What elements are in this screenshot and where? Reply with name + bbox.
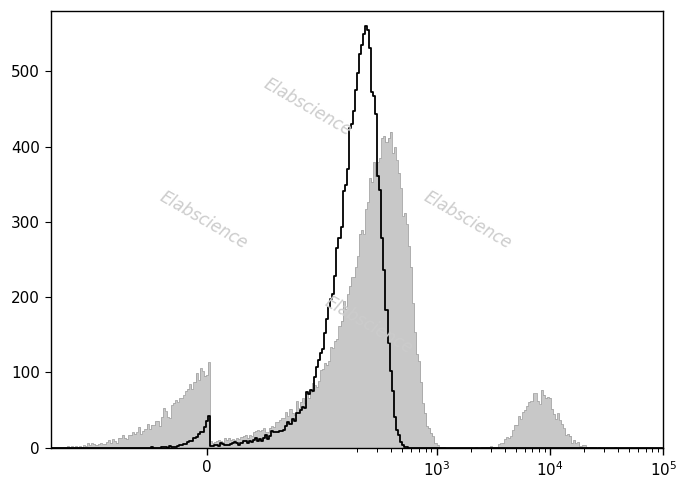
Text: Elabscience: Elabscience [261, 75, 355, 140]
Text: Elabscience: Elabscience [157, 188, 251, 253]
Text: Elabscience: Elabscience [420, 188, 514, 253]
Text: Elabscience: Elabscience [322, 293, 416, 358]
